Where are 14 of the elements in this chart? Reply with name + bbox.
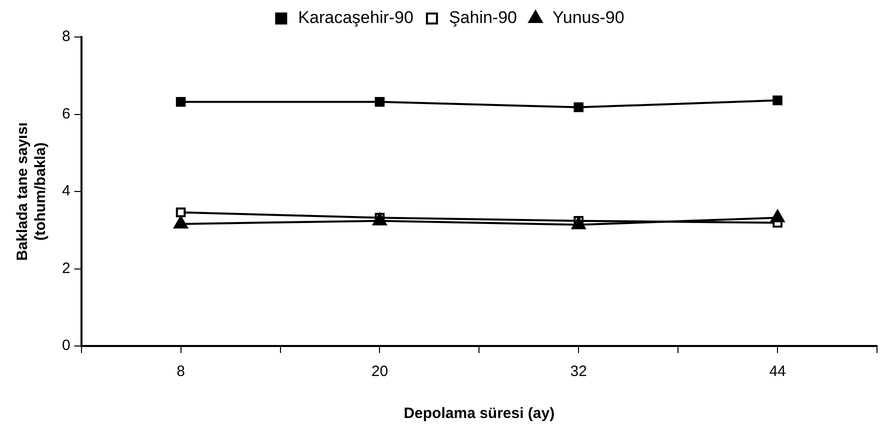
- y-tick-label: 2: [62, 260, 70, 277]
- x-tick-label: 32: [570, 363, 587, 380]
- legend-label: Yunus-90: [552, 8, 624, 28]
- x-tick-label: 8: [176, 363, 185, 380]
- x-tick-label: 20: [371, 363, 388, 380]
- y-tick-label: 0: [62, 337, 70, 354]
- y-tick-label: 8: [62, 28, 70, 46]
- y-axis-title: Baklada tane sayısı (tohum/bakla): [14, 122, 50, 261]
- legend-label: Şahin-90: [448, 8, 518, 28]
- y-tick-label: 6: [62, 105, 70, 122]
- x-axis-title: Depolama süresi (ay): [404, 405, 555, 422]
- legend-label: Karacaşehir-90: [298, 8, 414, 28]
- y-tick-label: 4: [62, 182, 70, 200]
- x-tick-label: 44: [769, 363, 786, 380]
